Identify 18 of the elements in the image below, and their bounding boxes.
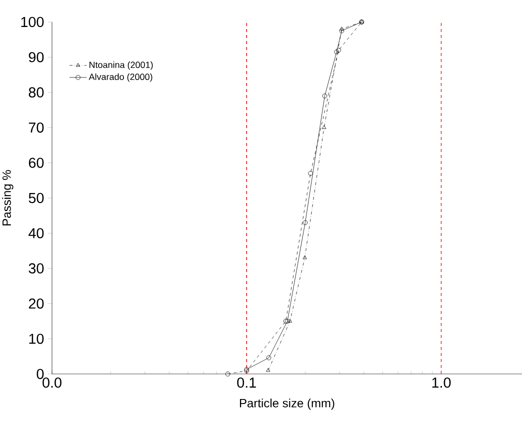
y-tick-label: 40 (28, 228, 44, 238)
y-tick-label: 70 (28, 122, 44, 133)
y-tick-label: 30 (28, 263, 44, 274)
y-tick-label: 50 (28, 192, 44, 204)
x-tick-label: 1.0 (432, 378, 451, 388)
x-tick-label: 0.0 (42, 378, 62, 388)
y-tick-label: 80 (28, 87, 44, 98)
y-tick-label: 20 (28, 298, 44, 309)
y-tick-label: 10 (29, 334, 44, 344)
y-tick-label: 100 (21, 16, 44, 28)
y-tick-label: 60 (28, 158, 44, 168)
y-axis-title: Passing % (2, 170, 14, 226)
legend-label: Alvarado (2000) (88, 73, 152, 82)
legend-label: Ntoanina (2001) (90, 61, 153, 70)
y-tick-label: 0 (36, 368, 44, 380)
x-axis-title: Particle size (mm) (240, 398, 334, 410)
x-tick-label: 0.1 (237, 378, 256, 388)
y-tick-label: 90 (28, 52, 44, 62)
